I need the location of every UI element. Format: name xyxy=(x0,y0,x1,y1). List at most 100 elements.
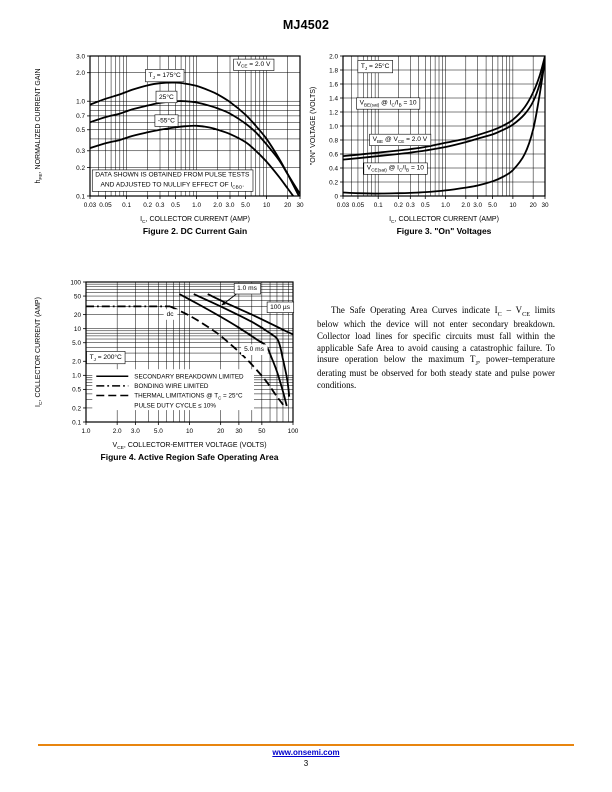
chart-annotation: -55°C xyxy=(154,114,179,127)
svg-text:1.2: 1.2 xyxy=(329,109,338,116)
svg-text:BONDING WIRE LIMITED: BONDING WIRE LIMITED xyxy=(134,383,209,390)
svg-text:10: 10 xyxy=(74,326,82,333)
svg-text:0.05: 0.05 xyxy=(352,202,365,209)
svg-text:0.1: 0.1 xyxy=(76,193,85,200)
chart-annotation: VBE @ VCE = 2.0 V xyxy=(369,133,432,146)
svg-text:VBE(sat) @ IC/IB = 10: VBE(sat) @ IC/IB = 10 xyxy=(360,100,417,108)
svg-text:0.2: 0.2 xyxy=(394,202,403,209)
figure-3-on-voltages: TJ = 25°C VBE(sat) @ IC/IB = 10 VBE @ VCE … xyxy=(303,48,563,245)
svg-text:3.0: 3.0 xyxy=(226,202,235,209)
figure-4-caption: Figure 4. Active Region Safe Operating A… xyxy=(100,452,279,462)
svg-text:TJ = 175°C: TJ = 175°C xyxy=(149,71,181,80)
svg-text:3.0: 3.0 xyxy=(473,202,482,209)
curve xyxy=(343,56,545,157)
svg-text:10: 10 xyxy=(509,202,517,209)
figure-2-caption: Figure 2. DC Current Gain xyxy=(142,226,248,236)
svg-text:0.05: 0.05 xyxy=(99,202,112,209)
svg-text:30: 30 xyxy=(235,428,243,435)
soa-description-paragraph: The Safe Operating Area Curves indicate … xyxy=(317,305,556,390)
svg-text:10: 10 xyxy=(186,428,194,435)
svg-text:1.6: 1.6 xyxy=(329,81,338,88)
chart-annotation: 25°C xyxy=(155,90,178,104)
svg-text:100: 100 xyxy=(288,428,299,435)
svg-text:1.0: 1.0 xyxy=(72,373,81,380)
svg-text:20: 20 xyxy=(217,428,225,435)
svg-text:0.1: 0.1 xyxy=(122,202,131,209)
curve xyxy=(343,59,545,195)
chart-annotation: 100 µs xyxy=(266,301,295,313)
svg-text:TJ = 200°C: TJ = 200°C xyxy=(90,353,122,362)
svg-text:3.0: 3.0 xyxy=(131,428,140,435)
svg-text:0.2: 0.2 xyxy=(329,179,338,186)
page-title: MJ4502 xyxy=(282,18,330,32)
svg-text:TJ = 25°C: TJ = 25°C xyxy=(361,62,390,71)
svg-text:30: 30 xyxy=(296,202,304,209)
svg-text:5.0: 5.0 xyxy=(241,202,250,209)
svg-text:1.4: 1.4 xyxy=(329,95,338,102)
svg-text:0.3: 0.3 xyxy=(156,202,165,209)
chart-annotation: TJ = 25°C xyxy=(357,60,393,74)
svg-text:1.0: 1.0 xyxy=(441,202,450,209)
svg-text:IC, COLLECTOR CURRENT (AMP): IC, COLLECTOR CURRENT (AMP) xyxy=(140,216,250,225)
svg-text:0.2: 0.2 xyxy=(143,202,152,209)
chart-annotation: 1.0 ms xyxy=(233,283,261,295)
figure-4-safe-operating-area: SECONDARY BREAKDOWN LIMITED BONDING WIRE … xyxy=(28,274,308,471)
chart-annotation: TJ = 200°C xyxy=(86,351,126,365)
svg-text:0.03: 0.03 xyxy=(337,202,350,209)
svg-text:0.5: 0.5 xyxy=(72,387,81,394)
svg-text:2.0: 2.0 xyxy=(329,53,338,60)
svg-text:20: 20 xyxy=(284,202,292,209)
chart-annotation: VBE(sat) @ IC/IB = 10 xyxy=(356,97,421,110)
svg-text:SECONDARY BREAKDOWN LIMITED: SECONDARY BREAKDOWN LIMITED xyxy=(134,373,244,380)
svg-text:1.0: 1.0 xyxy=(76,99,85,106)
svg-text:1.0: 1.0 xyxy=(329,123,338,130)
curve xyxy=(193,293,291,397)
curve xyxy=(90,81,300,196)
svg-text:5.0 ms: 5.0 ms xyxy=(244,346,264,353)
svg-text:VCE, COLLECTOR-EMITTER VOLTAGE: VCE, COLLECTOR-EMITTER VOLTAGE (VOLTS) xyxy=(112,442,266,451)
chart-legend: SECONDARY BREAKDOWN LIMITED BONDING WIRE … xyxy=(92,369,255,411)
svg-text:30: 30 xyxy=(541,202,549,209)
curve xyxy=(90,100,300,195)
chart-annotation: 5.0 ms xyxy=(241,344,268,356)
svg-text:100 µs: 100 µs xyxy=(270,304,291,311)
svg-text:25°C: 25°C xyxy=(159,93,174,101)
svg-text:50: 50 xyxy=(258,428,266,435)
chart-annotation: VCE(sat) @ IC/IB = 10 xyxy=(363,162,428,175)
svg-text:1.8: 1.8 xyxy=(329,67,338,74)
svg-text:0.2: 0.2 xyxy=(72,405,81,412)
svg-text:0.5: 0.5 xyxy=(421,202,430,209)
curve xyxy=(343,60,545,161)
svg-text:0.5: 0.5 xyxy=(171,202,180,209)
svg-text:hFE, NORMALIZED CURRENT GAIN: hFE, NORMALIZED CURRENT GAIN xyxy=(35,68,44,183)
svg-text:0.3: 0.3 xyxy=(76,148,85,155)
svg-text:2.0: 2.0 xyxy=(76,70,85,77)
svg-text:0.4: 0.4 xyxy=(329,165,338,172)
chart-annotation: TJ = 175°C xyxy=(145,69,185,83)
svg-text:0: 0 xyxy=(334,193,338,200)
svg-text:2.0: 2.0 xyxy=(461,202,470,209)
curve xyxy=(207,293,293,336)
svg-text:DATA SHOWN IS OBTAINED FROM PU: DATA SHOWN IS OBTAINED FROM PULSE TESTS xyxy=(95,172,250,179)
page-number: 3 xyxy=(303,759,309,768)
svg-text:0.8: 0.8 xyxy=(329,137,338,144)
svg-text:0.3: 0.3 xyxy=(406,202,415,209)
svg-text:5.0: 5.0 xyxy=(72,340,81,347)
svg-text:20: 20 xyxy=(530,202,538,209)
svg-text:1.0: 1.0 xyxy=(192,202,201,209)
svg-text:THERMAL LIMITATIONS @ TC = 25°: THERMAL LIMITATIONS @ TC = 25°C xyxy=(134,392,243,401)
svg-text:0.5: 0.5 xyxy=(76,127,85,134)
svg-text:VBE @ VCE = 2.0 V: VBE @ VCE = 2.0 V xyxy=(373,136,428,144)
svg-text:-55°C: -55°C xyxy=(158,117,175,125)
curve xyxy=(179,293,288,407)
safe-operating-area-chart: SECONDARY BREAKDOWN LIMITED BONDING WIRE … xyxy=(35,279,299,451)
svg-text:VCE(sat) @ IC/IB = 10: VCE(sat) @ IC/IB = 10 xyxy=(367,165,425,173)
onsemi-link[interactable]: www.onsemi.com xyxy=(272,748,340,757)
svg-text:10: 10 xyxy=(263,202,271,209)
svg-text:0.2: 0.2 xyxy=(76,165,85,172)
svg-text:1.0: 1.0 xyxy=(82,428,91,435)
svg-text:0.1: 0.1 xyxy=(374,202,383,209)
svg-text:100: 100 xyxy=(70,279,81,286)
figure-2-dc-current-gain: VCE = 2.0 V TJ = 175°C 25°C -55°C DATA SHOWN… xyxy=(28,48,313,245)
svg-text:"ON" VOLTAGE (VOLTS): "ON" VOLTAGE (VOLTS) xyxy=(310,87,317,165)
